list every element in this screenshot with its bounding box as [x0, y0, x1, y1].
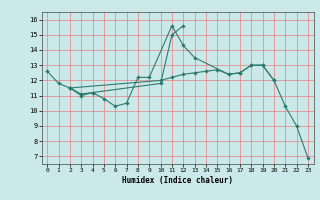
X-axis label: Humidex (Indice chaleur): Humidex (Indice chaleur) — [122, 176, 233, 185]
